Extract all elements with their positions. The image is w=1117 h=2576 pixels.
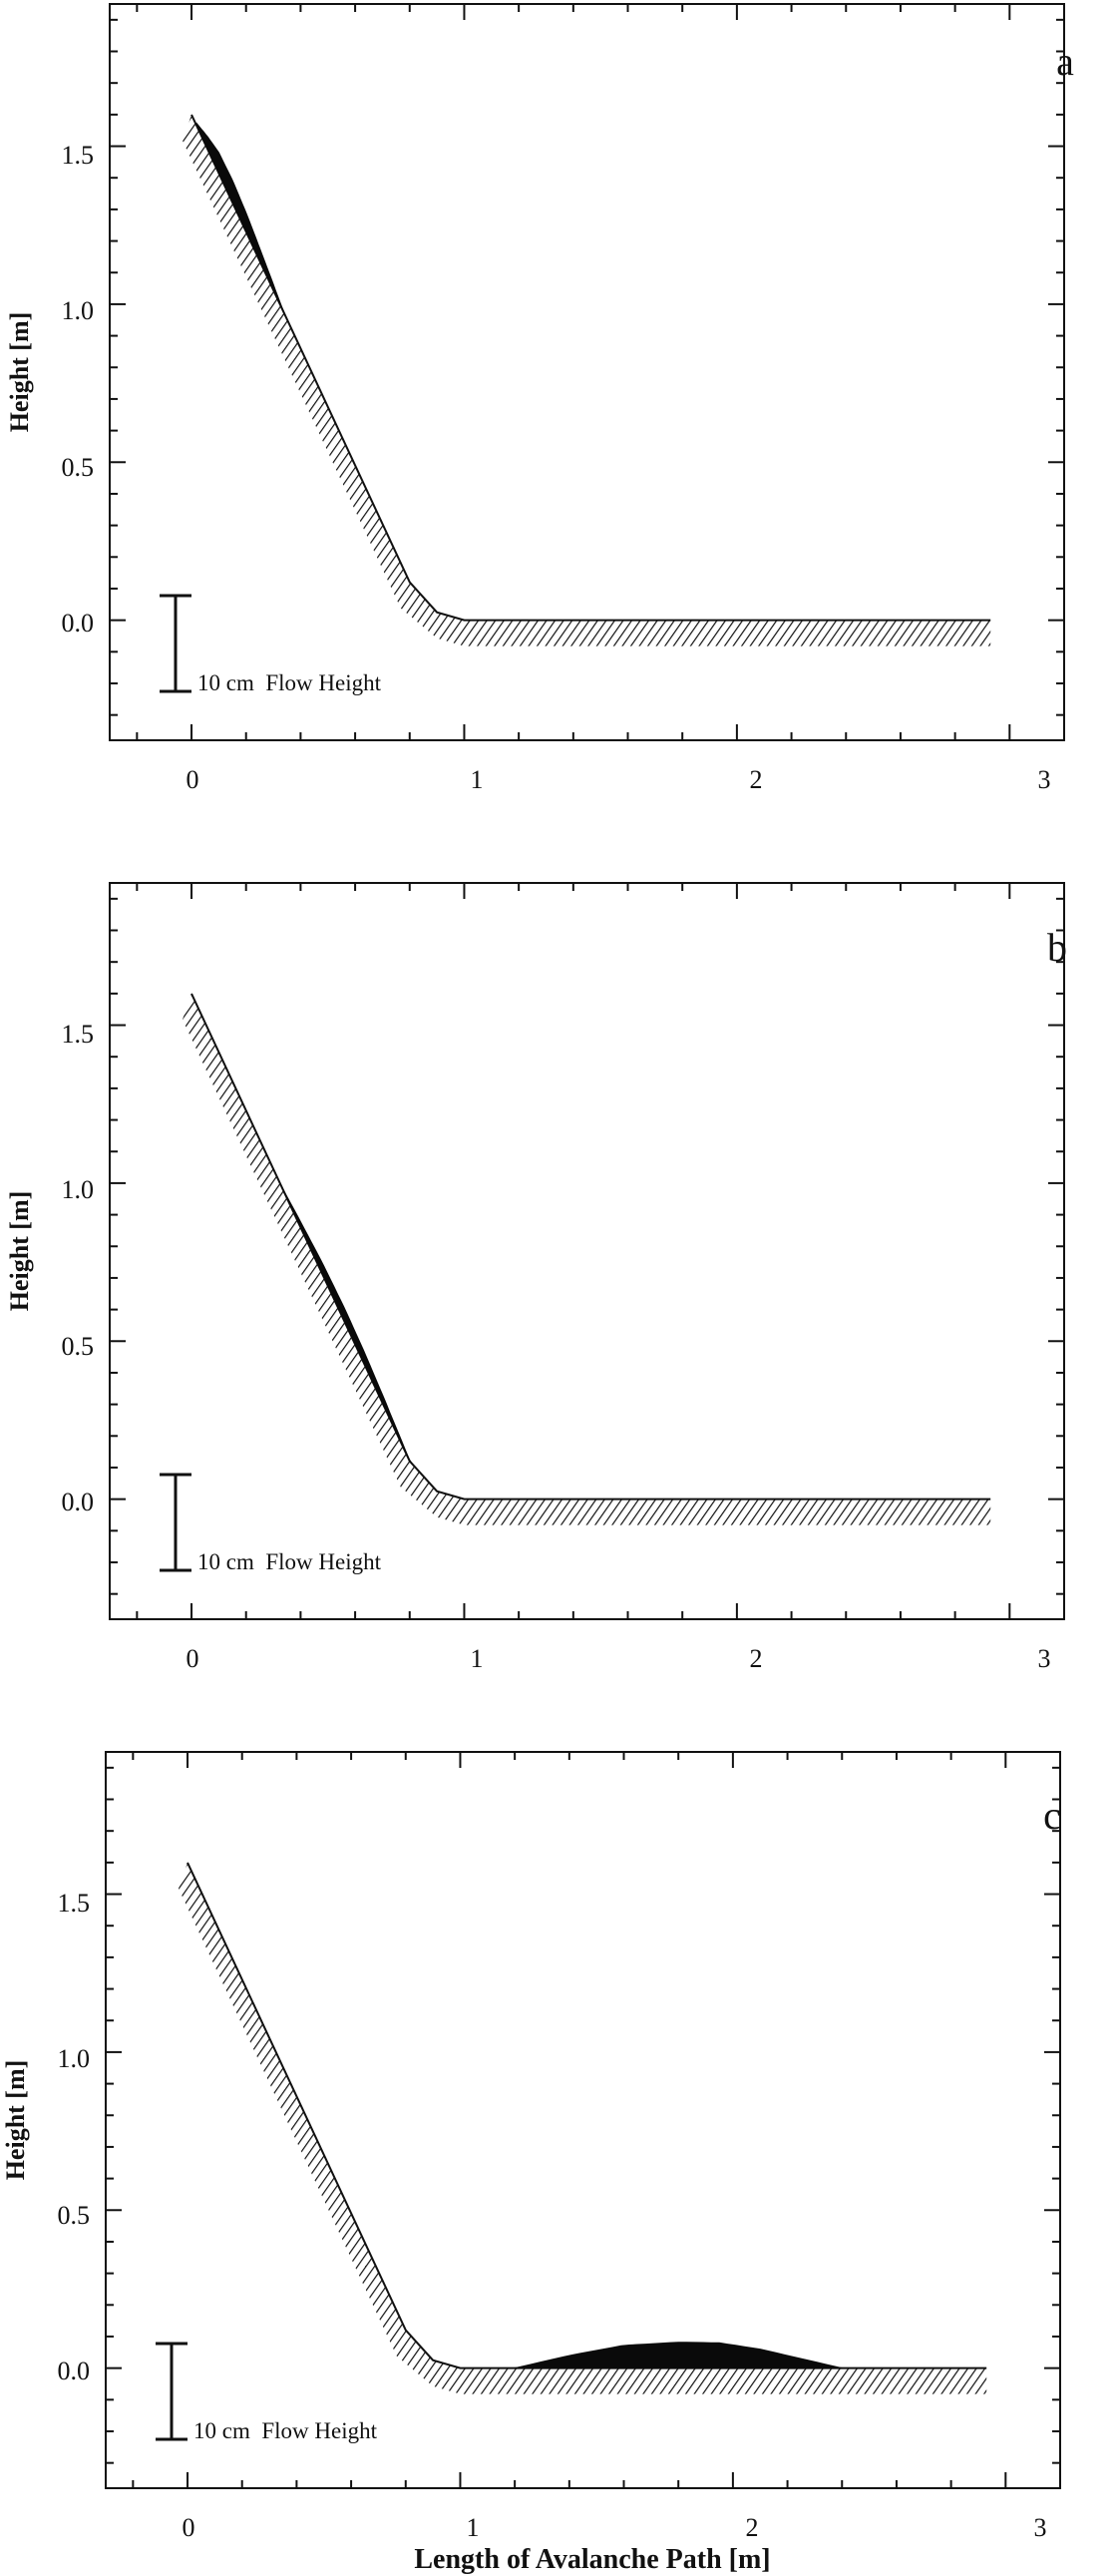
panel-c-ytick-0: 0.0	[58, 2357, 91, 2385]
panel-a-ytick-3: 1.5	[62, 141, 95, 170]
panel-c-ytick-3: 1.5	[58, 1889, 91, 1918]
panel-c-terrain-ground	[179, 1862, 987, 2394]
panel-c-ytick-1: 0.5	[58, 2201, 91, 2230]
panel-a-ticks	[110, 4, 1064, 740]
panel-b: b 0.0 0.5 1.0 1.5 0 1 2 3 Height [m] 10 …	[5, 882, 1067, 1673]
panel-a-xtick-0: 0	[186, 765, 199, 794]
panel-c-plot-layer	[179, 1862, 987, 2394]
panel-c-terrain-line	[186, 1862, 987, 2369]
panel-c: c 0.0 0.5 1.0 1.5 0 1 2 3 Height [m] Len…	[1, 1751, 1061, 2575]
panel-c-label: c	[1043, 1793, 1061, 1838]
panel-a-flow-body	[196, 122, 285, 314]
panel-a-xtick-3: 3	[1038, 765, 1051, 794]
panel-b-xtick-2: 2	[750, 1644, 763, 1673]
panel-a-label: a	[1056, 39, 1074, 84]
panel-c-scale-bar	[156, 2342, 187, 2441]
panel-c-scale-bar-label: 10 cm Flow Height	[193, 2418, 378, 2443]
panel-b-flow-body	[280, 1185, 413, 1465]
panel-b-frame	[109, 882, 1065, 1620]
panel-b-ytick-0: 0.0	[62, 1488, 95, 1516]
panel-b-plot-layer	[183, 993, 991, 1525]
panel-b-terrain-ground	[183, 993, 991, 1525]
panel-a-ytick-1: 0.5	[62, 453, 95, 482]
panel-b-ytick-1: 0.5	[62, 1332, 95, 1361]
panel-a-scale-bar-label: 10 cm Flow Height	[197, 670, 382, 695]
panel-c-xtick-3: 3	[1034, 2513, 1047, 2542]
panel-c-ylabel: Height [m]	[1, 2060, 30, 2181]
panel-b-ytick-3: 1.5	[62, 1020, 95, 1049]
panel-a-ytick-0: 0.0	[62, 609, 95, 638]
panel-a-terrain-ground	[183, 114, 991, 646]
panel-c-xtick-0: 0	[183, 2513, 195, 2542]
panel-c-ytick-2: 1.0	[58, 2044, 91, 2073]
panel-a-xtick-1: 1	[471, 765, 484, 794]
panel-c-flow-body	[514, 2342, 843, 2369]
panel-c-xtick-1: 1	[467, 2513, 480, 2542]
panel-a-xtick-2: 2	[750, 765, 763, 794]
panel-b-ticks	[110, 883, 1064, 1619]
panel-b-ytick-2: 1.0	[62, 1175, 95, 1204]
panel-a-frame	[109, 3, 1065, 741]
panel-c-xlabel: Length of Avalanche Path [m]	[414, 2544, 770, 2575]
panel-b-xtick-3: 3	[1038, 1644, 1051, 1673]
panel-b-label: b	[1047, 925, 1067, 970]
panel-a-ylabel: Height [m]	[5, 312, 34, 433]
panel-b-xtick-0: 0	[186, 1644, 199, 1673]
panel-c-xtick-2: 2	[746, 2513, 759, 2542]
panel-a-ytick-2: 1.0	[62, 296, 95, 325]
panel-a-scale-bar	[160, 594, 191, 693]
panel-b-scale-bar	[160, 1473, 191, 1572]
panel-a-plot-layer	[183, 114, 991, 646]
panel-a-terrain-line	[190, 114, 991, 622]
panel-b-ylabel: Height [m]	[5, 1191, 34, 1312]
panel-c-frame	[105, 1751, 1061, 2489]
panel-b-xtick-1: 1	[471, 1644, 484, 1673]
panel-c-ticks	[106, 1752, 1060, 2488]
panel-a: a 0.0 0.5 1.0 1.5 0 1 2 3 Height [m] 10 …	[5, 3, 1074, 794]
panel-b-scale-bar-label: 10 cm Flow Height	[197, 1549, 382, 1574]
